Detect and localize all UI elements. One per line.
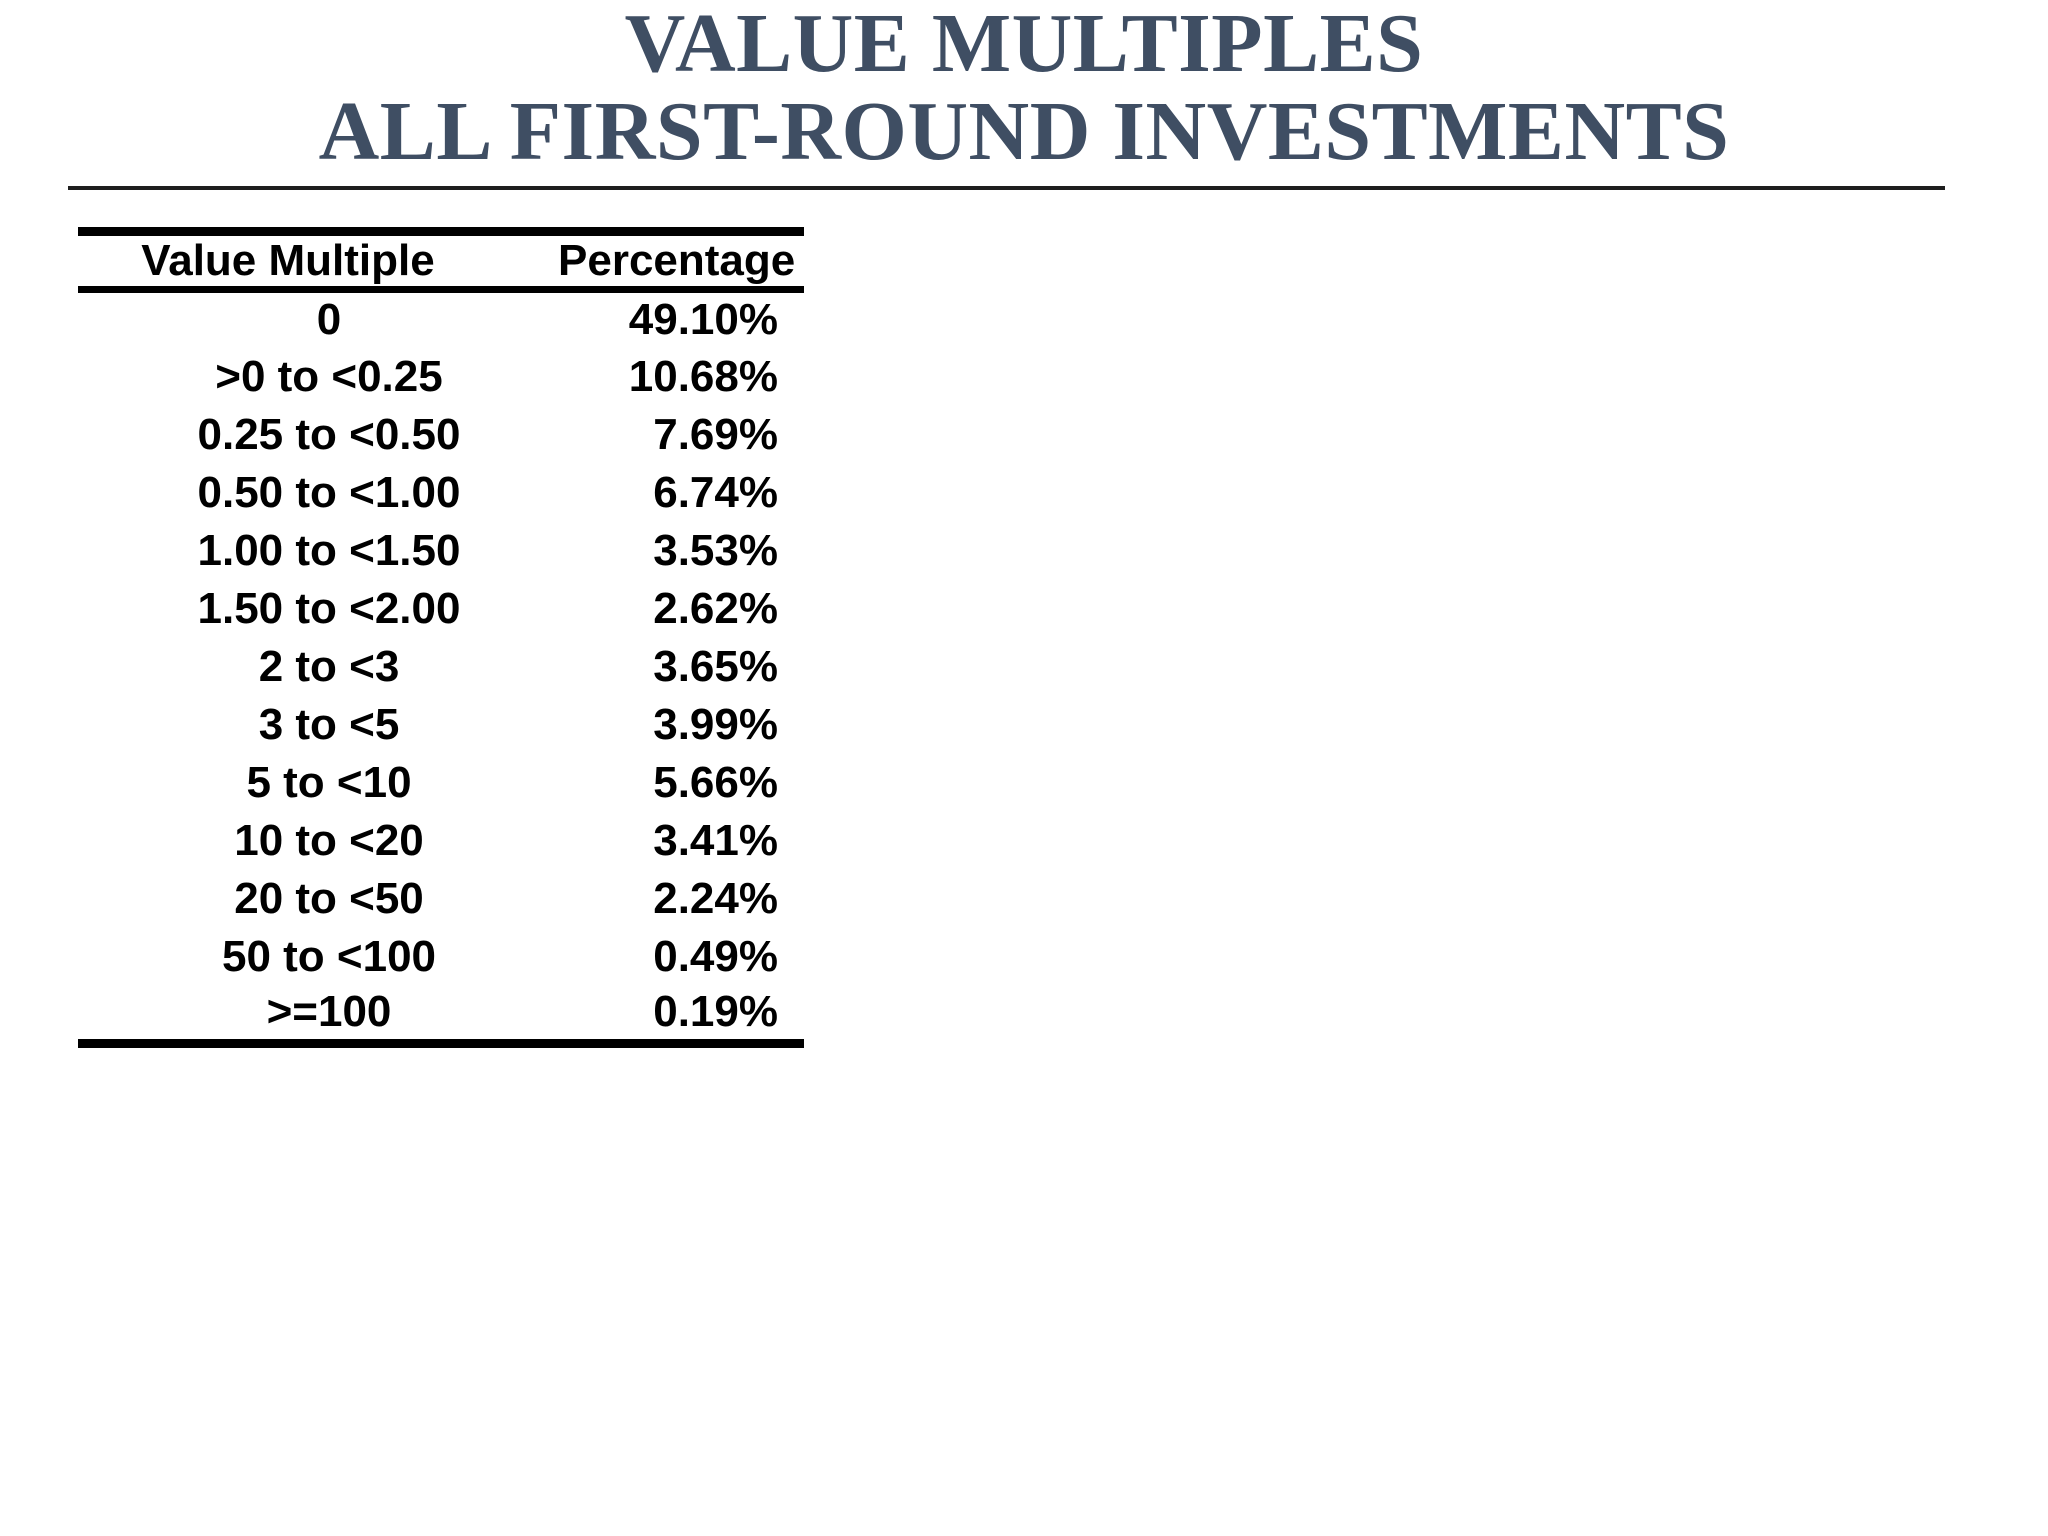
cell-value-multiple: 2 to <3 bbox=[258, 641, 400, 691]
cell-value-multiple: 3 to <5 bbox=[258, 699, 400, 749]
header-value-multiple: Value Multiple bbox=[141, 236, 435, 285]
cell-value-multiple: 50 to <100 bbox=[221, 931, 437, 981]
table-row: 1.00 to <1.50 3.53% bbox=[78, 522, 804, 580]
slide-title: VALUE MULTIPLES ALL FIRST-ROUND INVESTME… bbox=[0, 0, 2048, 176]
table-row: 2 to <3 3.65% bbox=[78, 638, 804, 696]
table-row: 0.25 to <0.50 7.69% bbox=[78, 406, 804, 464]
cell-percentage: 3.65% bbox=[653, 641, 778, 691]
table-row: >=100 0.19% bbox=[78, 986, 804, 1044]
cell-percentage: 2.62% bbox=[653, 583, 778, 633]
value-multiples-table: Value Multiple Percentage 0 49.10% >0 to… bbox=[78, 227, 804, 1048]
cell-percentage: 6.74% bbox=[653, 467, 778, 517]
table-header-row: Value Multiple Percentage bbox=[78, 232, 804, 290]
cell-value-multiple: 1.00 to <1.50 bbox=[197, 525, 461, 575]
cell-percentage: 5.66% bbox=[653, 757, 778, 807]
cell-value-multiple: >0 to <0.25 bbox=[215, 351, 443, 401]
cell-percentage: 0.49% bbox=[653, 931, 778, 981]
table-row: 10 to <20 3.41% bbox=[78, 812, 804, 870]
cell-percentage: 49.10% bbox=[628, 295, 778, 345]
cell-value-multiple: 20 to <50 bbox=[234, 873, 424, 923]
title-line-2: ALL FIRST-ROUND INVESTMENTS bbox=[318, 85, 1730, 178]
cell-percentage: 2.24% bbox=[653, 873, 778, 923]
cell-value-multiple: 0 bbox=[316, 295, 342, 345]
table-row: 50 to <100 0.49% bbox=[78, 928, 804, 986]
table-row: 0.50 to <1.00 6.74% bbox=[78, 464, 804, 522]
title-underline bbox=[68, 186, 1945, 190]
cell-value-multiple: 10 to <20 bbox=[234, 815, 424, 865]
table-row: >0 to <0.25 10.68% bbox=[78, 348, 804, 406]
cell-value-multiple: 0.25 to <0.50 bbox=[197, 409, 461, 459]
table-row: 20 to <50 2.24% bbox=[78, 870, 804, 928]
cell-percentage: 3.41% bbox=[653, 815, 778, 865]
table-row: 0 49.10% bbox=[78, 290, 804, 348]
cell-value-multiple: 1.50 to <2.00 bbox=[197, 583, 461, 633]
title-line-1: VALUE MULTIPLES bbox=[624, 0, 1424, 90]
header-percentage: Percentage bbox=[558, 236, 796, 285]
cell-percentage: 0.19% bbox=[653, 987, 778, 1037]
cell-percentage: 3.53% bbox=[653, 525, 778, 575]
cell-value-multiple: 5 to <10 bbox=[246, 757, 412, 807]
table-row: 3 to <5 3.99% bbox=[78, 696, 804, 754]
cell-percentage: 7.69% bbox=[653, 409, 778, 459]
cell-value-multiple: >=100 bbox=[266, 987, 392, 1037]
cell-value-multiple: 0.50 to <1.00 bbox=[197, 467, 461, 517]
table-row: 5 to <10 5.66% bbox=[78, 754, 804, 812]
cell-percentage: 3.99% bbox=[653, 699, 778, 749]
cell-percentage: 10.68% bbox=[628, 351, 778, 401]
table-row: 1.50 to <2.00 2.62% bbox=[78, 580, 804, 638]
